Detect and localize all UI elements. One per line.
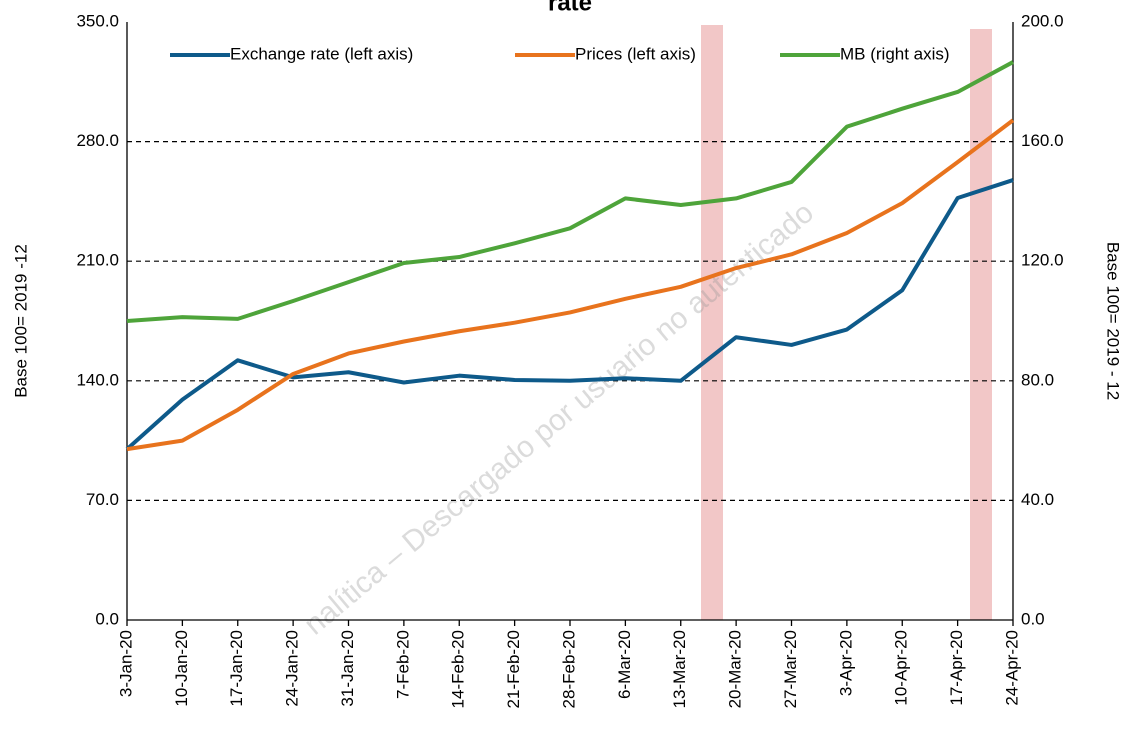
y-tick-label: 210.0 [76, 251, 119, 270]
x-tick-label: 31-Jan-20 [338, 630, 357, 707]
y-tick-label: 70.0 [86, 490, 119, 509]
x-tick-label: 20-Mar-20 [726, 630, 745, 708]
x-tick-label: 3-Apr-20 [836, 630, 855, 696]
x-tick-label: 28-Feb-20 [559, 630, 578, 708]
x-tick-label: 6-Mar-20 [615, 630, 634, 699]
x-tick-label: 7-Feb-20 [393, 630, 412, 699]
y-tick-label: 0.0 [95, 609, 119, 628]
x-tick-label: 17-Apr-20 [947, 630, 966, 706]
y-tick-label: 280.0 [76, 131, 119, 150]
legend-label: Exchange rate (left axis) [230, 44, 413, 63]
shaded-period [970, 29, 992, 620]
y-tick-label: 140.0 [76, 370, 119, 389]
legend-label: MB (right axis) [840, 44, 950, 63]
x-tick-label: 24-Jan-20 [283, 630, 302, 707]
series-line [126, 118, 1015, 452]
x-tick-label: 3-Jan-20 [116, 630, 135, 697]
y2-tick-label: 160.0 [1021, 131, 1064, 150]
x-tick-label: 13-Mar-20 [670, 630, 689, 708]
x-tick-label: 10-Apr-20 [892, 630, 911, 706]
y2-tick-label: 0.0 [1021, 609, 1045, 628]
x-tick-label: 27-Mar-20 [781, 630, 800, 708]
x-tick-label: 14-Feb-20 [449, 630, 468, 708]
x-tick-label: 17-Jan-20 [227, 630, 246, 707]
y2-tick-label: 40.0 [1021, 490, 1054, 509]
series-line [125, 178, 1014, 451]
watermark: nalítica – Descargado por usuario no aut… [298, 196, 820, 642]
chart-title: rate [548, 0, 592, 16]
y2-tick-label: 80.0 [1021, 370, 1054, 389]
y-axis-label: Base 100= 2019 -12 [11, 244, 30, 398]
x-tick-label: 10-Jan-20 [172, 630, 191, 707]
legend-label: Prices (left axis) [575, 44, 696, 63]
x-tick-label: 24-Apr-20 [1002, 630, 1021, 706]
y-tick-label: 350.0 [76, 11, 119, 30]
y2-axis-label: Base 100= 2019 - 12 [1104, 242, 1123, 400]
series-line [126, 60, 1014, 323]
shaded-period [701, 25, 723, 620]
y2-tick-label: 120.0 [1021, 251, 1064, 270]
y2-tick-label: 200.0 [1021, 11, 1064, 30]
x-tick-label: 21-Feb-20 [504, 630, 523, 708]
